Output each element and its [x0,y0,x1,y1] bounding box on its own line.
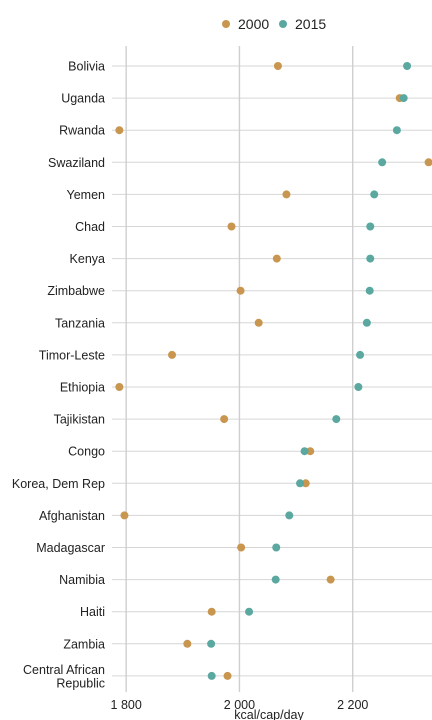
point-2000 [273,62,282,70]
category-label: Congo [68,445,105,459]
point-2000 [115,126,124,135]
point-2000 [227,222,236,231]
x-tick-label: 2 000 [224,698,255,712]
category-label: Tanzania [55,316,105,330]
point-2015 [356,350,365,359]
point-2000 [236,286,245,295]
point-2015 [271,575,280,584]
legend-marker-2015 [279,20,287,28]
point-2015 [245,607,254,616]
point-2000 [326,575,335,584]
category-label-line: Central African [23,663,105,677]
x-tick-label: 2 200 [337,698,368,712]
x-tick-label: 1 800 [111,698,142,712]
point-2000 [183,639,192,648]
category-label: Afghanistan [39,509,105,523]
point-2000 [301,479,310,488]
category-label: Ethiopia [60,381,105,395]
category-label: Korea, Dem Rep [12,477,105,491]
category-label: Yemen [67,188,106,202]
point-2015 [378,158,387,167]
point-2015 [399,94,408,103]
point-2015 [366,254,375,263]
x-axis-title: kcal/cap/day [234,708,304,720]
data-points [115,62,432,680]
point-2015 [207,671,216,680]
point-2015 [362,318,371,327]
point-2000 [220,415,229,424]
point-2000 [282,190,291,199]
category-label: Uganda [61,92,105,106]
legend-label-2015: 2015 [295,16,326,32]
category-label: Swaziland [48,156,105,170]
gridlines [112,46,432,692]
point-2015 [332,415,341,424]
category-labels: Bolivia Uganda Rwanda Swaziland Yemen Chad Ken… [12,60,105,691]
category-label: Chad [75,220,105,234]
point-2000 [272,254,281,263]
category-label: Rwanda [59,124,105,138]
point-2000 [207,607,216,616]
point-2000 [237,543,246,552]
category-label: Central African Republic [23,663,105,691]
point-2000 [168,350,177,359]
point-2015 [365,286,374,295]
legend: 2000 2015 [222,16,326,32]
point-2000 [424,158,432,167]
point-2000 [223,671,232,680]
category-label-line: Republic [56,676,105,690]
point-2015 [403,62,412,70]
x-axis-ticks: 1 800 2 000 2 200 [111,698,369,712]
category-label: Tajikistan [54,413,105,427]
point-2015 [354,383,363,391]
point-2015 [207,639,216,648]
point-2015 [272,543,281,552]
point-2015 [392,126,401,135]
point-2015 [285,511,294,520]
point-2000 [306,447,315,456]
point-2015 [370,190,379,199]
legend-marker-2000 [222,20,230,28]
point-2000 [254,318,263,327]
point-2015 [366,222,375,231]
point-2000 [120,511,129,520]
point-2000 [115,383,124,391]
category-label: Bolivia [68,60,105,74]
category-label: Namibia [59,573,105,587]
category-label: Zambia [63,637,105,651]
point-2015 [300,447,309,456]
point-2015 [296,479,305,488]
category-label: Madagascar [36,541,105,555]
category-label: Zimbabwe [47,284,105,298]
category-label: Kenya [70,252,105,266]
legend-label-2000: 2000 [238,16,269,32]
category-label: Timor-Leste [39,348,105,362]
category-label: Haiti [80,605,105,619]
